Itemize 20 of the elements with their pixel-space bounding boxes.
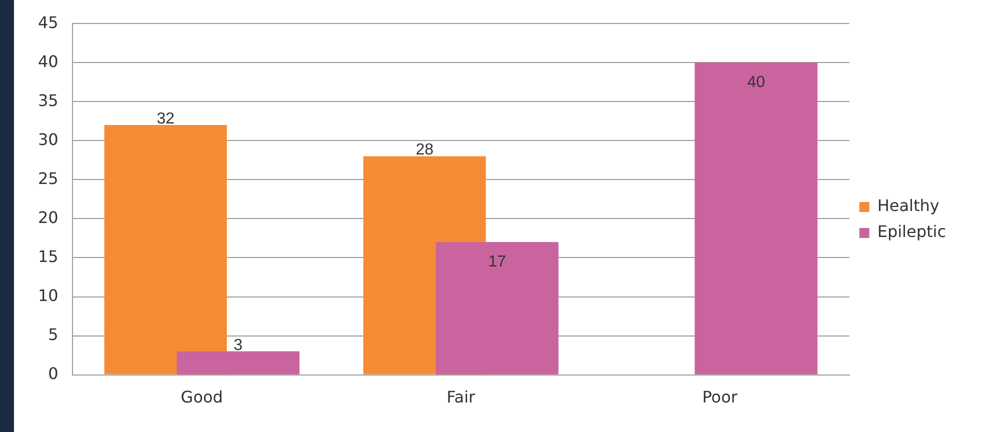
x-tick-label: Fair [446,388,476,407]
x-tick-label: Poor [702,388,738,407]
y-tick-label: 25 [38,168,58,188]
y-tick-label: 35 [38,90,58,110]
data-label: 17 [488,254,506,271]
y-tick-label: 40 [38,52,58,71]
y-tick-label: 45 [38,12,58,32]
y-tick-label: 15 [38,246,58,266]
y-tick-label: 30 [38,130,58,149]
y-tick-label: 10 [38,286,58,305]
legend-label: Epileptic [877,222,946,242]
y-tick-label: 5 [48,324,58,344]
y-tick-label: 20 [38,208,58,227]
legend-label: Healthy [877,196,940,216]
data-label: 28 [416,142,434,159]
x-tick-label: Good [180,388,223,407]
data-label: 32 [156,110,175,128]
data-label: 40 [747,74,766,92]
data-label: 3 [234,336,243,354]
y-tick-label: 0 [48,364,58,383]
